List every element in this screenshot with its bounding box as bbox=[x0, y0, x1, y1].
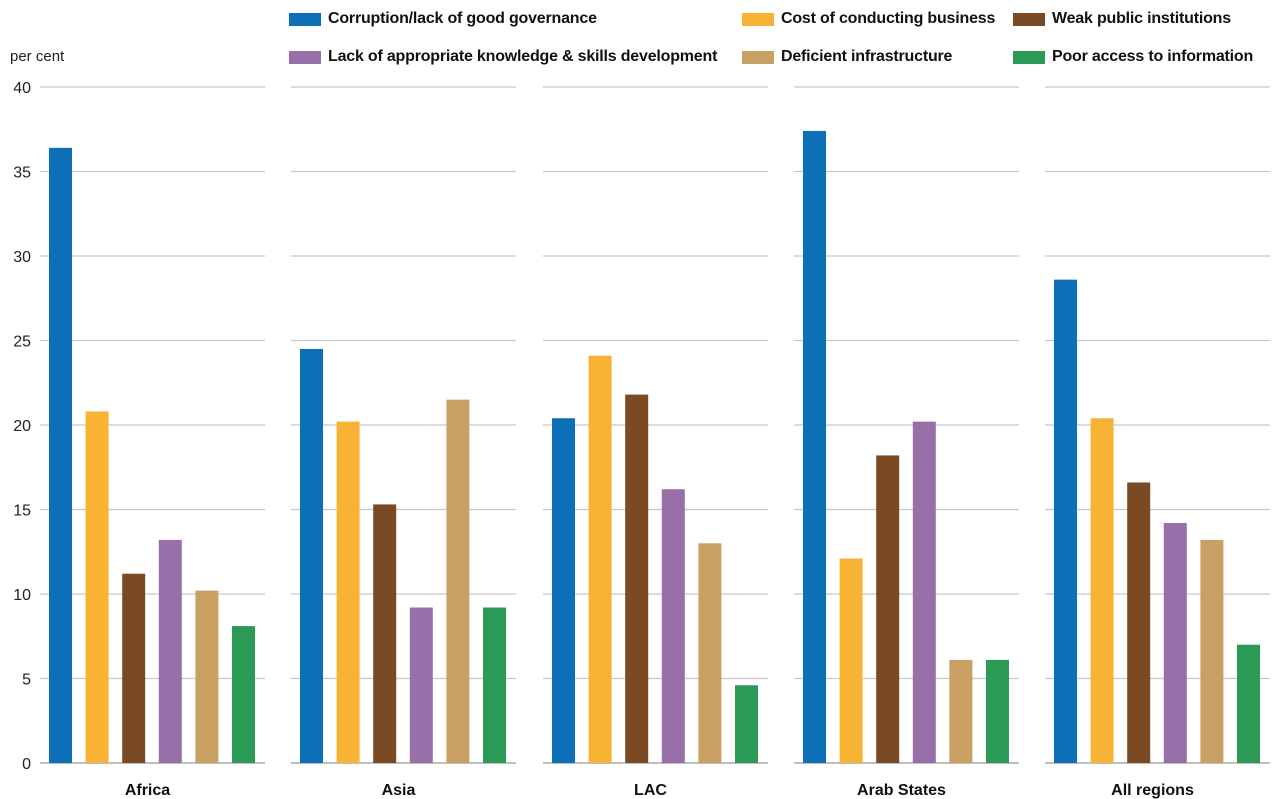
bar bbox=[446, 399, 470, 763]
y-tick-label: 40 bbox=[13, 80, 31, 97]
legend-item: Corruption/lack of good governance bbox=[289, 9, 597, 29]
legend-swatch bbox=[1013, 12, 1045, 26]
legend-label: Corruption/lack of good governance bbox=[328, 10, 597, 27]
bar bbox=[232, 626, 255, 763]
bar bbox=[85, 411, 109, 763]
bar bbox=[876, 455, 900, 763]
legend-label: Poor access to information bbox=[1052, 48, 1254, 65]
bar bbox=[49, 147, 72, 764]
bar bbox=[1163, 523, 1187, 763]
legend-swatch bbox=[289, 12, 321, 26]
bar bbox=[1200, 539, 1224, 763]
bar bbox=[588, 355, 612, 763]
y-axis-unit-label: per cent bbox=[10, 48, 65, 65]
bar bbox=[986, 659, 1009, 763]
y-tick-label: 30 bbox=[13, 249, 31, 266]
y-tick-label: 10 bbox=[13, 587, 31, 604]
bar bbox=[1127, 482, 1151, 763]
category-label: All regions bbox=[1111, 782, 1194, 799]
y-tick-label: 25 bbox=[13, 334, 31, 351]
legend-label: Deficient infrastructure bbox=[781, 48, 953, 65]
category-label: Asia bbox=[382, 782, 416, 799]
bar bbox=[300, 348, 323, 763]
category-label: Africa bbox=[125, 782, 170, 799]
legend-swatch bbox=[742, 50, 774, 64]
legend-label: Lack of appropriate knowledge & skills d… bbox=[328, 48, 718, 65]
legend-swatch bbox=[289, 50, 321, 64]
legend-item: Poor access to information bbox=[1013, 47, 1253, 67]
bar bbox=[949, 659, 973, 763]
bar bbox=[552, 418, 575, 763]
bar bbox=[122, 573, 146, 763]
bar bbox=[912, 421, 936, 763]
bar bbox=[698, 543, 722, 763]
y-tick-label: 35 bbox=[13, 165, 31, 182]
bar bbox=[803, 130, 826, 763]
bar bbox=[409, 607, 433, 763]
category-label: Arab States bbox=[857, 782, 946, 799]
category-label: LAC bbox=[634, 782, 667, 799]
bar bbox=[158, 539, 182, 763]
legend-item: Lack of appropriate knowledge & skills d… bbox=[289, 47, 717, 67]
bar bbox=[336, 421, 360, 763]
bar bbox=[373, 504, 397, 763]
bar bbox=[625, 394, 649, 763]
bar bbox=[661, 489, 685, 763]
legend-swatch bbox=[742, 12, 774, 26]
y-tick-label: 0 bbox=[22, 756, 31, 773]
legend-swatch bbox=[1013, 50, 1045, 64]
bar bbox=[839, 558, 863, 763]
legend-item: Cost of conducting business bbox=[742, 9, 995, 29]
bar bbox=[735, 685, 758, 763]
legend-label: Cost of conducting business bbox=[781, 10, 996, 27]
bar bbox=[483, 607, 506, 763]
bar bbox=[195, 590, 219, 763]
legend-label: Weak public institutions bbox=[1052, 10, 1231, 27]
legend-item: Deficient infrastructure bbox=[742, 47, 952, 67]
bar bbox=[1054, 279, 1077, 763]
y-tick-label: 20 bbox=[13, 418, 31, 435]
y-tick-label: 5 bbox=[22, 672, 31, 689]
bar bbox=[1237, 644, 1260, 763]
y-tick-label: 15 bbox=[13, 503, 31, 520]
legend-item: Weak public institutions bbox=[1013, 9, 1231, 29]
bar bbox=[1090, 418, 1114, 763]
